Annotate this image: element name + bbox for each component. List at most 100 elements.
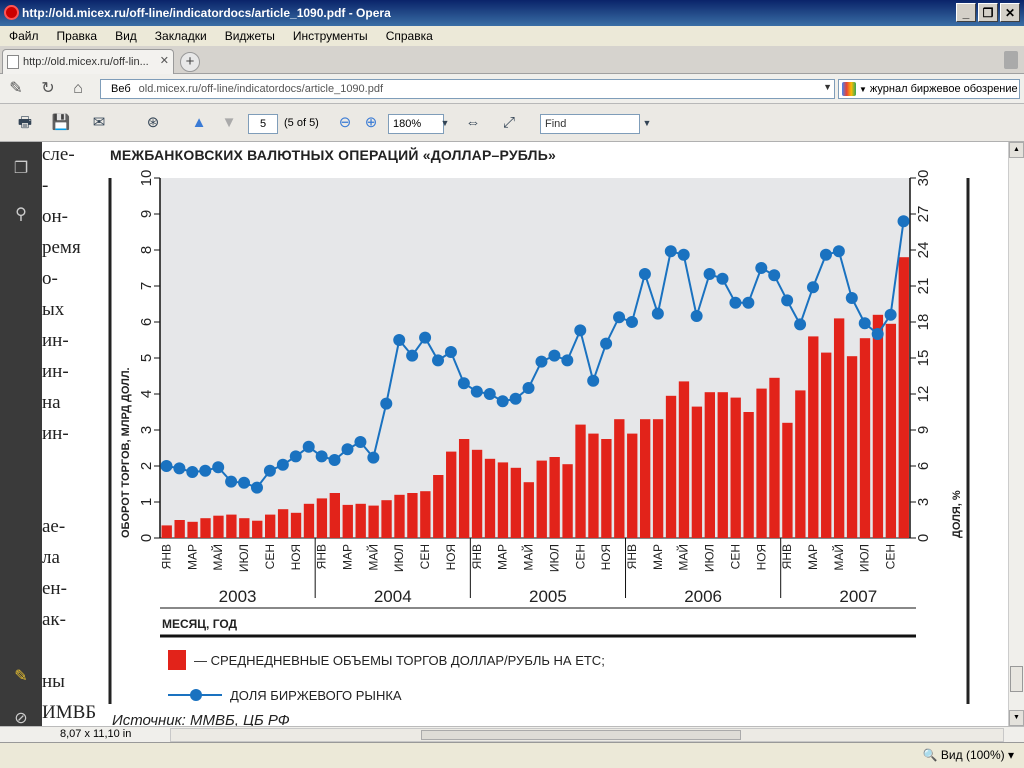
binoculars-icon[interactable]: ⚲ — [15, 206, 27, 223]
share-point — [794, 318, 807, 331]
zoom-select[interactable]: 180% — [388, 114, 444, 134]
pdf-status-bar: 8,07 x 11,10 in — [0, 726, 1024, 742]
left-tick-label: 6 — [138, 318, 155, 326]
share-point — [341, 443, 354, 456]
new-tab-button[interactable]: + — [180, 52, 200, 72]
attachment-icon[interactable]: ⊘ — [14, 710, 28, 727]
bar — [316, 498, 328, 538]
pages-icon[interactable]: ❐ — [13, 160, 29, 177]
share-point — [522, 382, 535, 394]
share-point — [574, 324, 587, 337]
share-point — [199, 464, 212, 477]
horizontal-scrollbar[interactable] — [170, 728, 1004, 742]
page-number-input[interactable]: 5 — [248, 114, 278, 134]
share-point — [755, 262, 768, 274]
zoom-status[interactable]: 🔍 Вид (100%) ▾ — [922, 748, 1014, 762]
bar — [640, 419, 651, 538]
google-icon[interactable] — [842, 82, 856, 96]
maximize-button[interactable]: ❐ — [978, 3, 998, 22]
bar — [627, 433, 638, 538]
previous-page-icon[interactable]: ▲ — [191, 114, 207, 131]
edit-icon[interactable]: ✎ — [9, 80, 23, 97]
month-label: НОЯ — [599, 544, 613, 570]
opera-logo-icon — [4, 5, 19, 20]
reload-icon[interactable]: ↻ — [41, 80, 55, 97]
x-axis-label: МЕСЯЦ, ГОД — [162, 617, 238, 631]
search-value: журнал биржевое обозрение — [869, 83, 1018, 95]
bar — [795, 390, 806, 538]
share-point — [548, 349, 561, 362]
search-engine-dropdown-icon[interactable]: ▼ — [859, 84, 867, 94]
vertical-scrollbar[interactable]: ▲ ▼ — [1008, 142, 1024, 726]
bar — [859, 338, 871, 538]
share-point — [535, 355, 548, 368]
chart-source: Источник: ММВБ, ЦБ РФ — [112, 712, 290, 726]
share-point — [302, 440, 315, 453]
share-point — [470, 385, 483, 398]
print-icon[interactable]: 🖶 — [17, 114, 33, 131]
zoom-out-icon[interactable]: ⊖ — [338, 114, 352, 131]
find-input[interactable]: Find — [540, 114, 640, 134]
home-icon[interactable]: ⌂ — [73, 80, 83, 97]
tab-bar: http://old.micex.ru/off-lin... ✕ + — [0, 46, 1024, 74]
menu-item-3[interactable]: Закладки — [154, 29, 207, 43]
bar — [575, 424, 586, 538]
share-point — [832, 245, 845, 258]
address-dropdown-icon[interactable]: ▼ — [823, 82, 832, 92]
menu-item-4[interactable]: Виджеты — [224, 29, 275, 43]
side-text-line: - — [42, 175, 49, 196]
side-text-line: ны — [42, 671, 65, 692]
email-icon[interactable]: ✉ — [92, 114, 106, 131]
fit-width-icon[interactable]: ⇔ — [465, 114, 481, 131]
year-label: 2003 — [219, 587, 257, 606]
tab-close-icon[interactable]: ✕ — [159, 55, 169, 67]
right-tick-label: 3 — [915, 498, 932, 506]
search-field[interactable]: ▼ журнал биржевое обозрение — [838, 79, 1020, 99]
share-point — [625, 316, 638, 328]
side-text-line: ых — [42, 299, 65, 320]
right-tick-label: 12 — [915, 386, 932, 403]
menu-item-6[interactable]: Справка — [385, 29, 433, 43]
zoom-in-icon[interactable]: ⊕ — [364, 114, 378, 131]
bar — [885, 323, 897, 538]
trash-icon[interactable] — [1004, 51, 1018, 69]
menu-item-5[interactable]: Инструменты — [292, 29, 368, 43]
bar — [510, 467, 522, 538]
scroll-up-icon[interactable]: ▲ — [1009, 142, 1024, 158]
zoom-value: 180% — [393, 118, 422, 130]
bar — [562, 464, 573, 538]
share-point — [354, 436, 367, 448]
right-tick-label: 15 — [915, 350, 932, 367]
share-point — [263, 464, 276, 477]
bar — [717, 392, 728, 538]
minimize-button[interactable]: _ — [956, 3, 976, 22]
month-label: ИЮЛ — [237, 544, 251, 572]
share-point — [444, 346, 457, 358]
tab-current-pdf[interactable]: http://old.micex.ru/off-lin... ✕ — [2, 49, 174, 74]
find-dropdown-icon[interactable]: ▼ — [642, 118, 652, 128]
share-point — [587, 374, 600, 387]
bar — [808, 336, 819, 538]
acrobat-icon[interactable]: ⊛ — [146, 114, 160, 131]
pdf-toolbar: 🖶 💾 ✉ ⊛ ▲ ▼ 5 (5 of 5) ⊖ ⊕ 180% ▼ ⇔ ⤢ Fi… — [0, 104, 1024, 142]
bar — [782, 422, 793, 538]
address-field[interactable]: Веб old.micex.ru/off-line/indicatordocs/… — [100, 79, 835, 99]
menu-item-0[interactable]: Файл — [9, 29, 39, 43]
window-title: http://old.micex.ru/off-line/indicatordo… — [22, 6, 391, 20]
next-page-icon[interactable]: ▼ — [221, 114, 237, 131]
fit-page-icon[interactable]: ⤢ — [502, 114, 515, 131]
share-point — [406, 349, 419, 362]
right-tick-label: 18 — [915, 314, 932, 331]
menu-item-1[interactable]: Правка — [56, 29, 98, 43]
close-button[interactable]: ✕ — [1000, 3, 1020, 22]
share-point — [716, 272, 729, 285]
scroll-thumb[interactable] — [1010, 666, 1023, 692]
zoom-dropdown-icon[interactable]: ▼ — [440, 118, 450, 128]
scroll-down-icon[interactable]: ▼ — [1009, 710, 1024, 726]
left-tick-label: 8 — [138, 246, 155, 254]
share-point — [638, 268, 651, 280]
comments-icon[interactable]: ✎ — [14, 668, 28, 685]
menu-item-2[interactable]: Вид — [115, 29, 137, 43]
hscroll-thumb[interactable] — [421, 730, 741, 740]
save-icon[interactable]: 💾 — [51, 114, 71, 131]
